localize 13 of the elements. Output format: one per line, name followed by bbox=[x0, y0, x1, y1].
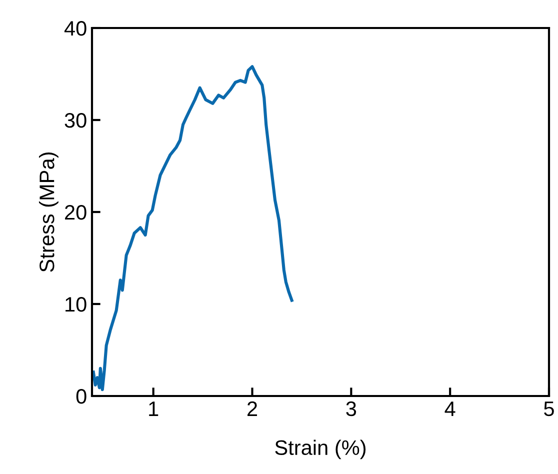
y-axis-title: Stress (MPa) bbox=[38, 152, 58, 272]
line-series bbox=[92, 65, 294, 392]
x-tick-label: 1 bbox=[149, 402, 158, 416]
x-tick-label: 3 bbox=[346, 401, 356, 416]
y-tick-label: 40 bbox=[64, 21, 86, 36]
x-tick-label: 5 bbox=[544, 402, 554, 416]
y-tick-label: 30 bbox=[64, 113, 86, 128]
x-axis-title: Strain (%) bbox=[275, 440, 366, 460]
y-tick-label: 10 bbox=[66, 297, 86, 312]
x-tick-label: 4 bbox=[444, 402, 456, 416]
x-tick-label: 2 bbox=[248, 401, 257, 416]
y-tick-label: 0 bbox=[76, 389, 86, 404]
y-tick-label: 20 bbox=[65, 205, 86, 220]
